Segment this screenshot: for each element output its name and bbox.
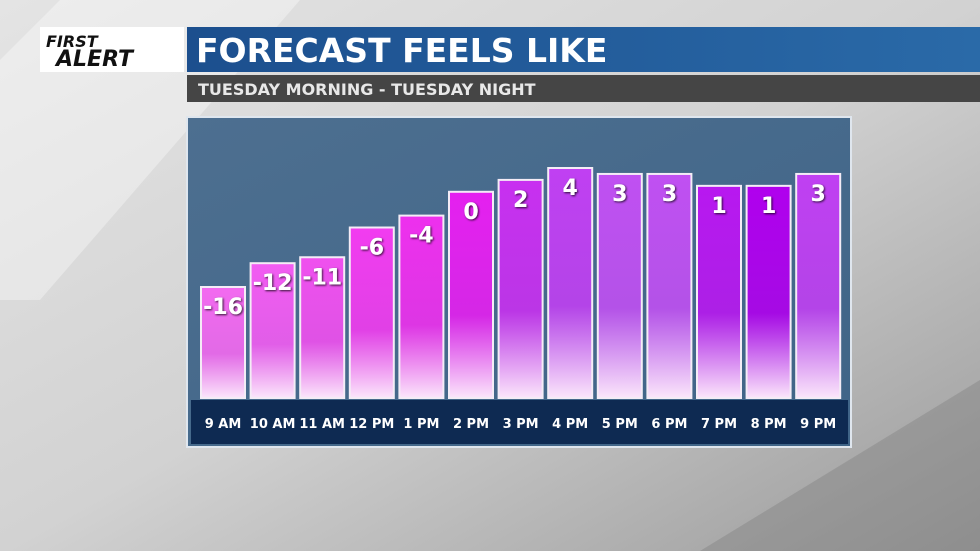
x-tick-label: 7 PM (701, 417, 737, 432)
value-label: -16 (203, 295, 243, 320)
x-tick-label: 2 PM (453, 417, 489, 432)
logo-text: ALERT (54, 47, 135, 72)
bar (795, 172, 842, 399)
bar (745, 184, 792, 399)
label-strip (191, 400, 848, 444)
value-label: -6 (360, 236, 384, 261)
bar (497, 178, 544, 399)
bar (348, 226, 395, 399)
value-label: 1 (711, 194, 726, 219)
x-tick-label: 4 PM (552, 417, 588, 432)
bar (200, 286, 246, 399)
bar (696, 184, 742, 399)
x-tick-label: 1 PM (403, 417, 439, 432)
bar (596, 172, 643, 399)
subtitle-bar (187, 75, 980, 102)
x-tick-label: 9 AM (205, 417, 242, 432)
bg-shape (700, 380, 980, 551)
x-tick-label: 8 PM (751, 417, 787, 432)
x-tick-label: 6 PM (651, 417, 687, 432)
value-label: -4 (409, 224, 433, 249)
x-tick-label: 3 PM (503, 417, 539, 432)
value-label: 3 (662, 182, 677, 207)
logo-text: FIRST (46, 32, 99, 51)
x-tick-label: 5 PM (602, 417, 638, 432)
bar (448, 190, 494, 399)
value-label: 2 (513, 188, 528, 213)
value-label: 4 (563, 176, 578, 201)
value-label: 0 (463, 200, 478, 225)
chart-subtitle: TUESDAY MORNING - TUESDAY NIGHT (198, 80, 536, 99)
bar (299, 256, 346, 399)
value-label: -11 (302, 265, 342, 290)
logo-box (40, 27, 184, 72)
x-tick-label: 10 AM (250, 417, 296, 432)
x-tick-label: 11 AM (299, 417, 345, 432)
bar (646, 172, 693, 399)
title-bar (187, 27, 980, 72)
bar (249, 262, 296, 400)
value-label: 1 (761, 194, 776, 219)
value-label: -12 (253, 271, 293, 296)
chart-title: FORECAST FEELS LIKE (196, 31, 607, 70)
x-tick-label: 9 PM (800, 417, 836, 432)
bar (398, 214, 445, 399)
x-tick-label: 12 PM (349, 417, 394, 432)
value-label: 3 (811, 182, 826, 207)
bar (547, 167, 594, 399)
value-label: 3 (612, 182, 627, 207)
